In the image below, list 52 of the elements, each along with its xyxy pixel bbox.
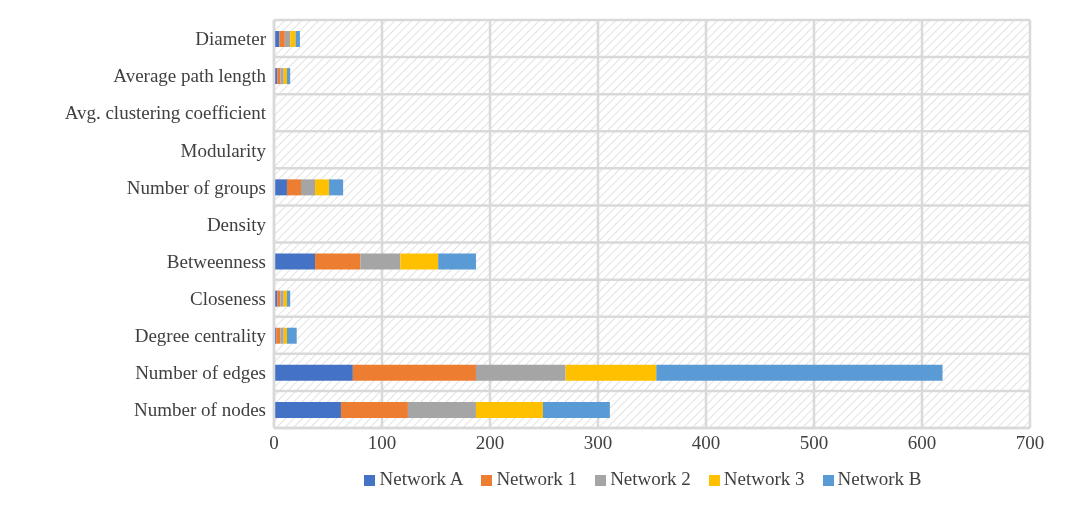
bar: [340, 401, 408, 418]
bar: [274, 364, 353, 381]
x-tick-label: 300: [583, 432, 613, 454]
bar: [315, 179, 330, 196]
bar: [295, 31, 300, 47]
bar: [565, 364, 657, 381]
bar: [274, 179, 287, 196]
bar: [475, 364, 566, 381]
legend-label: Network 1: [496, 468, 578, 489]
legend-label: Network 3: [723, 468, 805, 489]
bar: [301, 179, 316, 196]
y-tick-label: Closeness: [190, 287, 266, 309]
bar: [475, 401, 543, 418]
legend-label: Network 2: [610, 468, 691, 489]
legend-label: Network A: [379, 468, 464, 489]
x-tick-label: 400: [691, 432, 721, 454]
bar: [542, 401, 610, 418]
bar: [286, 327, 297, 344]
y-tick-label: Average path length: [113, 65, 267, 87]
bar: [284, 31, 291, 47]
y-tick-label: Density: [206, 213, 267, 235]
y-tick-label: Modularity: [180, 139, 267, 161]
legend-label: Network B: [837, 468, 922, 489]
bar: [286, 290, 291, 307]
bar: [400, 253, 439, 270]
bar: [329, 179, 344, 196]
bar: [656, 364, 943, 381]
bar: [274, 253, 316, 270]
y-tick-label: Degree centrality: [134, 325, 267, 347]
y-tick-label: Diameter: [195, 28, 267, 50]
bar: [360, 253, 401, 270]
x-tick-label: 100: [367, 432, 397, 454]
bar: [279, 31, 285, 47]
bar: [290, 31, 296, 47]
bar: [274, 401, 341, 418]
bar: [276, 327, 281, 344]
bar: [438, 253, 476, 270]
x-tick-label: 600: [907, 432, 937, 454]
bar: [352, 364, 476, 381]
x-tick-label: 700: [1015, 432, 1045, 454]
bar: [286, 179, 301, 196]
bar: [286, 68, 291, 85]
y-tick-label: Betweenness: [166, 250, 266, 272]
bar: [407, 401, 476, 418]
y-tick-label: Number of edges: [135, 362, 266, 384]
bar: [315, 253, 361, 270]
x-tick-label: 0: [269, 432, 279, 454]
x-tick-label: 500: [799, 432, 829, 454]
y-tick-label: Number of groups: [126, 176, 266, 198]
x-tick-label: 200: [475, 432, 505, 454]
y-tick-label: Avg. clustering coefficient: [64, 102, 267, 124]
y-tick-label: Number of nodes: [134, 399, 266, 421]
